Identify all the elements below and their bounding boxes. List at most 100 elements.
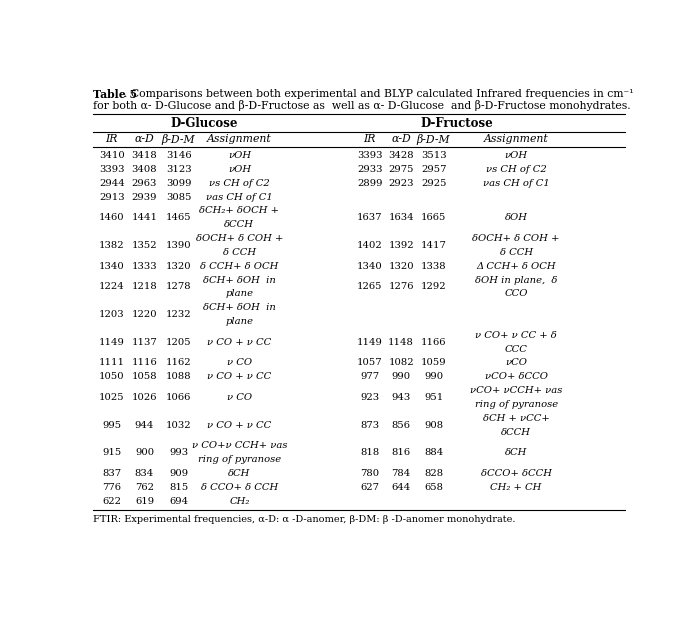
Text: 2939: 2939 (132, 192, 158, 201)
Text: ring of pyranose: ring of pyranose (198, 456, 281, 465)
Text: δCH+ δOH  in: δCH+ δOH in (203, 303, 276, 312)
Text: 909: 909 (169, 469, 188, 478)
Text: Δ CCH+ δ OCH: Δ CCH+ δ OCH (476, 262, 556, 271)
Text: 1460: 1460 (99, 213, 125, 222)
Text: 2913: 2913 (99, 192, 125, 201)
Text: 2957: 2957 (421, 165, 447, 174)
Text: 1637: 1637 (357, 213, 382, 222)
Text: 1203: 1203 (99, 310, 125, 319)
Text: Assignment: Assignment (484, 134, 549, 144)
Text: 694: 694 (169, 497, 188, 506)
Text: νCO+ δCCO: νCO+ δCCO (484, 373, 547, 381)
Text: δ CCH: δ CCH (223, 248, 256, 257)
Text: 3393: 3393 (357, 151, 382, 160)
Text: 658: 658 (424, 483, 443, 492)
Text: CH₂: CH₂ (229, 497, 250, 506)
Text: IR: IR (363, 134, 376, 144)
Text: 1166: 1166 (421, 338, 447, 347)
Text: 1026: 1026 (132, 393, 158, 402)
Text: 1149: 1149 (357, 338, 382, 347)
Text: β-D-M: β-D-M (162, 134, 195, 144)
Text: 977: 977 (360, 373, 379, 381)
Text: 1025: 1025 (99, 393, 125, 402)
Text: α-D: α-D (391, 134, 411, 144)
Text: 1058: 1058 (132, 373, 158, 381)
Text: ν CO: ν CO (227, 358, 252, 367)
Text: 951: 951 (424, 393, 443, 402)
Text: 1333: 1333 (132, 262, 158, 271)
Text: 818: 818 (360, 449, 379, 458)
Text: δOCH+ δ COH +: δOCH+ δ COH + (196, 234, 283, 243)
Text: FTIR: Experimental frequencies, α-D: α -D-anomer, β-DM: β -D-anomer monohydrate.: FTIR: Experimental frequencies, α-D: α -… (93, 514, 515, 523)
Text: CCO: CCO (504, 289, 528, 298)
Text: 619: 619 (135, 497, 154, 506)
Text: 3408: 3408 (132, 165, 158, 174)
Text: 1340: 1340 (99, 262, 125, 271)
Text: νas CH of C1: νas CH of C1 (483, 179, 550, 188)
Text: 1111: 1111 (99, 358, 125, 367)
Text: δCH + νCC+: δCH + νCC+ (483, 414, 550, 423)
Text: 1352: 1352 (132, 241, 158, 250)
Text: 1634: 1634 (389, 213, 414, 222)
Text: δCCH: δCCH (225, 220, 254, 229)
Text: 1137: 1137 (132, 338, 158, 347)
Text: 644: 644 (391, 483, 411, 492)
Text: CCC: CCC (505, 344, 528, 353)
Text: for both α- D-Glucose and β-D-Fructose as  well as α- D-Glucose  and β-D-Fructos: for both α- D-Glucose and β-D-Fructose a… (93, 100, 631, 111)
Text: 3099: 3099 (166, 179, 191, 188)
Text: 2944: 2944 (99, 179, 125, 188)
Text: 1050: 1050 (99, 373, 125, 381)
Text: δCH+ δOH  in: δCH+ δOH in (203, 275, 276, 284)
Text: δOH: δOH (505, 213, 528, 222)
Text: 834: 834 (135, 469, 154, 478)
Text: 837: 837 (102, 469, 122, 478)
Text: 1232: 1232 (166, 310, 192, 319)
Text: 943: 943 (391, 393, 411, 402)
Text: 1205: 1205 (166, 338, 192, 347)
Text: Table 5: Table 5 (93, 89, 137, 100)
Text: 1057: 1057 (357, 358, 382, 367)
Text: 1292: 1292 (421, 282, 447, 291)
Text: 900: 900 (135, 449, 154, 458)
Text: 3393: 3393 (99, 165, 125, 174)
Text: 2899: 2899 (357, 179, 382, 188)
Text: νOH: νOH (228, 151, 251, 160)
Text: 873: 873 (360, 420, 379, 430)
Text: δOCH+ δ COH +: δOCH+ δ COH + (473, 234, 560, 243)
Text: 1276: 1276 (389, 282, 414, 291)
Text: 1382: 1382 (99, 241, 125, 250)
Text: 2925: 2925 (421, 179, 447, 188)
Text: 2933: 2933 (357, 165, 382, 174)
Text: δCH: δCH (228, 469, 251, 478)
Text: . Comparisons between both experimental and BLYP calculated Infrared frequencies: . Comparisons between both experimental … (125, 89, 634, 99)
Text: δ CCH+ δ OCH: δ CCH+ δ OCH (200, 262, 279, 271)
Text: α-D: α-D (134, 134, 154, 144)
Text: 3146: 3146 (166, 151, 192, 160)
Text: 1162: 1162 (166, 358, 192, 367)
Text: 816: 816 (391, 449, 411, 458)
Text: 3513: 3513 (421, 151, 447, 160)
Text: 3085: 3085 (166, 192, 191, 201)
Text: 1417: 1417 (421, 241, 447, 250)
Text: νCO+ νCCH+ νas: νCO+ νCCH+ νas (470, 386, 562, 395)
Text: 815: 815 (169, 483, 188, 492)
Text: 990: 990 (424, 373, 443, 381)
Text: δCCH: δCCH (501, 427, 531, 436)
Text: 3123: 3123 (166, 165, 192, 174)
Text: 3410: 3410 (99, 151, 125, 160)
Text: ν CO + ν CC: ν CO + ν CC (207, 338, 272, 347)
Text: 1082: 1082 (389, 358, 414, 367)
Text: 1392: 1392 (389, 241, 414, 250)
Text: νas CH of C1: νas CH of C1 (206, 192, 273, 201)
Text: 3428: 3428 (389, 151, 414, 160)
Text: 776: 776 (102, 483, 121, 492)
Text: δCH₂+ δOCH +: δCH₂+ δOCH + (199, 206, 279, 215)
Text: 1148: 1148 (388, 338, 414, 347)
Text: 1465: 1465 (166, 213, 192, 222)
Text: νCO: νCO (505, 358, 527, 367)
Text: ν CO+ ν CC + δ: ν CO+ ν CC + δ (475, 331, 557, 340)
Text: ν CO+ν CCH+ νas: ν CO+ν CCH+ νas (192, 442, 287, 450)
Text: 993: 993 (169, 449, 188, 458)
Text: Assignment: Assignment (207, 134, 272, 144)
Text: 1032: 1032 (166, 420, 192, 430)
